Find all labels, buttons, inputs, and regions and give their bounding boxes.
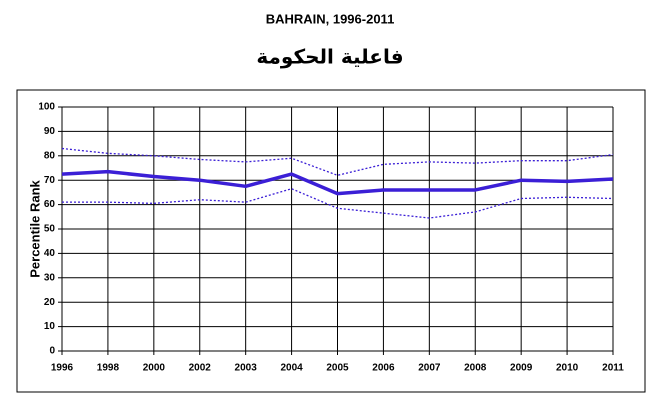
x-tick-label: 2008 [464, 363, 487, 374]
x-tick-label: 2009 [510, 363, 533, 374]
y-tick-label: 80 [44, 150, 56, 161]
x-tick-label: 1996 [51, 363, 74, 374]
y-tick-label: 90 [44, 126, 56, 137]
y-tick-label: 40 [44, 248, 56, 259]
y-tick-label: 100 [38, 102, 55, 113]
x-tick-label: 2002 [189, 363, 212, 374]
y-axis-label: Percentile Rank [27, 179, 42, 277]
y-tick-label: 60 [44, 199, 56, 210]
x-tick-label: 2004 [280, 363, 303, 374]
x-tick-label: 2003 [235, 363, 258, 374]
y-tick-label: 70 [44, 175, 56, 186]
y-tick-label: 50 [44, 224, 56, 235]
x-tick-label: 2010 [556, 363, 579, 374]
x-tick-label: 1998 [97, 363, 120, 374]
series-line [61, 147, 614, 176]
x-tick-label: 2007 [418, 363, 441, 374]
y-tick-label: 30 [44, 272, 56, 283]
y-tick-label: 10 [44, 321, 56, 332]
x-tick-label: 2000 [143, 363, 166, 374]
series-line [61, 169, 614, 196]
x-tick-label: 2006 [372, 363, 395, 374]
chart-title: BAHRAIN, 1996-2011 [266, 11, 395, 26]
y-tick-label: 0 [49, 346, 55, 357]
series-line [62, 188, 614, 219]
x-tick-label: 2005 [326, 363, 349, 374]
chart-frame [16, 89, 646, 393]
chart-subtitle: فاعلية الحكومة [256, 45, 403, 69]
x-tick-label: 2011 [602, 363, 624, 374]
y-tick-label: 20 [44, 297, 56, 308]
